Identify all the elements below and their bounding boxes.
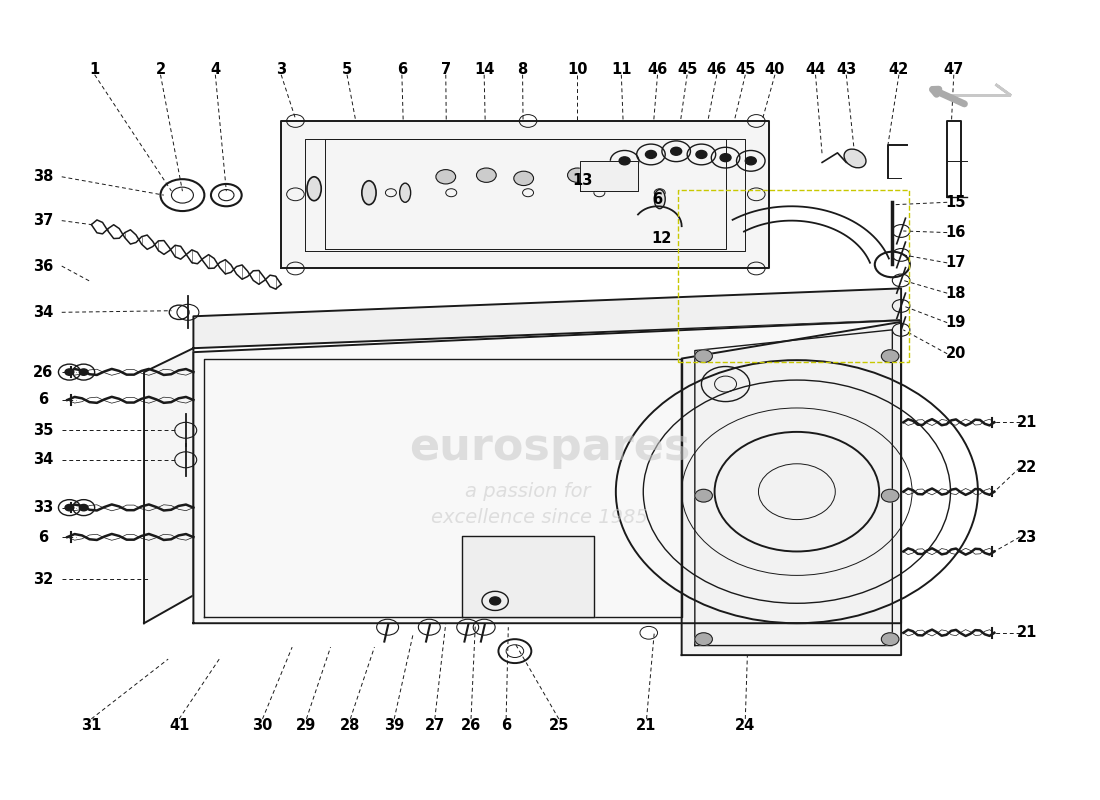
Polygon shape: [462, 535, 594, 617]
Ellipse shape: [399, 183, 410, 202]
Text: 18: 18: [946, 286, 966, 301]
Circle shape: [646, 150, 657, 158]
Text: 39: 39: [384, 718, 405, 733]
Text: 28: 28: [340, 718, 361, 733]
Text: 26: 26: [461, 718, 481, 733]
Text: 20: 20: [946, 346, 966, 362]
Text: 34: 34: [33, 305, 53, 320]
Circle shape: [881, 350, 899, 362]
Text: 35: 35: [33, 422, 53, 438]
Circle shape: [476, 168, 496, 182]
Ellipse shape: [307, 177, 321, 201]
Text: 41: 41: [169, 718, 189, 733]
Circle shape: [568, 168, 587, 182]
Circle shape: [695, 350, 713, 362]
Circle shape: [720, 154, 732, 162]
Text: eurospares: eurospares: [409, 426, 691, 470]
Circle shape: [490, 597, 500, 605]
Text: 26: 26: [33, 365, 53, 379]
Text: 45: 45: [735, 62, 756, 77]
Text: 38: 38: [33, 170, 53, 184]
Text: 17: 17: [946, 255, 966, 270]
Text: 12: 12: [651, 230, 672, 246]
Text: 6: 6: [652, 192, 662, 206]
Text: 14: 14: [474, 62, 494, 77]
Circle shape: [79, 369, 88, 375]
Polygon shape: [194, 320, 901, 623]
Polygon shape: [144, 348, 194, 623]
Ellipse shape: [654, 190, 666, 209]
Text: 24: 24: [735, 718, 756, 733]
Circle shape: [881, 490, 899, 502]
Text: 31: 31: [81, 718, 101, 733]
Text: 8: 8: [517, 62, 528, 77]
Text: 42: 42: [889, 62, 909, 77]
Text: 5: 5: [342, 62, 352, 77]
Text: 33: 33: [33, 500, 53, 515]
Bar: [679, 190, 909, 362]
Text: 22: 22: [1018, 460, 1037, 475]
Text: 36: 36: [33, 258, 53, 274]
Text: 30: 30: [252, 718, 273, 733]
Text: 21: 21: [1018, 626, 1037, 640]
Ellipse shape: [844, 149, 866, 168]
Text: 32: 32: [33, 572, 53, 587]
Text: 10: 10: [568, 62, 587, 77]
Circle shape: [695, 633, 713, 646]
Text: 27: 27: [425, 718, 444, 733]
Circle shape: [65, 369, 74, 375]
Circle shape: [746, 157, 757, 165]
Circle shape: [881, 633, 899, 646]
Text: 15: 15: [946, 194, 966, 210]
Text: 47: 47: [944, 62, 964, 77]
Text: 2: 2: [155, 62, 165, 77]
Ellipse shape: [362, 181, 376, 205]
Text: 21: 21: [1018, 415, 1037, 430]
Text: 6: 6: [39, 393, 48, 407]
Circle shape: [436, 170, 455, 184]
Text: 43: 43: [836, 62, 857, 77]
Text: 29: 29: [296, 718, 317, 733]
Text: 7: 7: [441, 62, 451, 77]
Text: 45: 45: [676, 62, 697, 77]
Text: 46: 46: [648, 62, 668, 77]
Text: 3: 3: [276, 62, 286, 77]
Circle shape: [696, 150, 707, 158]
Polygon shape: [682, 322, 901, 655]
Text: 1: 1: [89, 62, 100, 77]
Text: 44: 44: [805, 62, 826, 77]
Polygon shape: [580, 161, 638, 191]
Text: 16: 16: [946, 225, 966, 240]
Circle shape: [514, 171, 534, 186]
Text: 25: 25: [549, 718, 569, 733]
Text: 6: 6: [397, 62, 407, 77]
Text: 11: 11: [612, 62, 631, 77]
Text: 6: 6: [500, 718, 512, 733]
Circle shape: [695, 490, 713, 502]
Text: 4: 4: [210, 62, 220, 77]
Text: 37: 37: [33, 213, 53, 228]
Text: 19: 19: [946, 315, 966, 330]
Text: 23: 23: [1018, 530, 1037, 545]
Text: 13: 13: [573, 174, 593, 188]
Text: 6: 6: [39, 530, 48, 545]
Text: 40: 40: [764, 62, 785, 77]
Polygon shape: [282, 121, 769, 269]
Circle shape: [65, 505, 74, 511]
Circle shape: [671, 147, 682, 155]
Text: excellence since 1985: excellence since 1985: [431, 509, 648, 527]
Text: 21: 21: [637, 718, 657, 733]
Circle shape: [79, 505, 88, 511]
Text: 46: 46: [706, 62, 727, 77]
Text: a passion for: a passion for: [465, 482, 591, 501]
Polygon shape: [194, 288, 901, 348]
Text: 34: 34: [33, 452, 53, 467]
Circle shape: [619, 157, 630, 165]
